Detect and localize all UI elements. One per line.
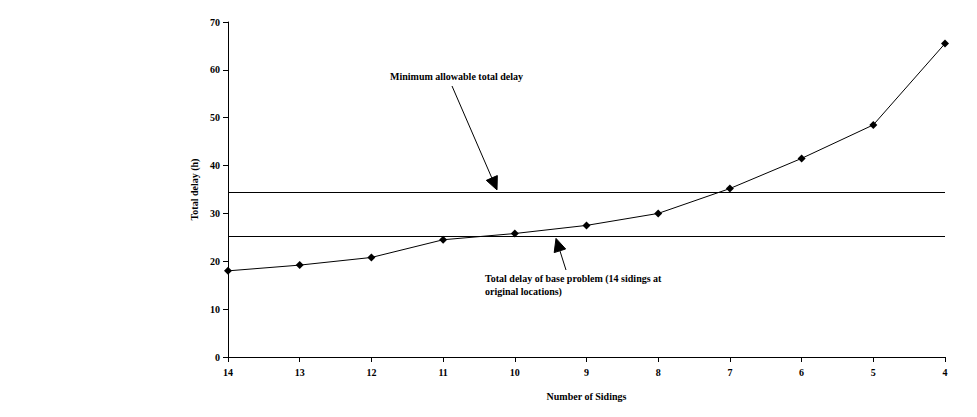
svg-text:14: 14 <box>223 367 233 378</box>
svg-text:Number of Sidings: Number of Sidings <box>547 391 627 402</box>
svg-text:7: 7 <box>727 367 732 378</box>
svg-text:Total delay (h): Total delay (h) <box>189 159 201 221</box>
svg-text:Minimum allowable total delay: Minimum allowable total delay <box>390 71 523 82</box>
svg-text:9: 9 <box>584 367 589 378</box>
svg-text:4: 4 <box>943 367 948 378</box>
svg-text:50: 50 <box>210 112 220 123</box>
svg-text:6: 6 <box>799 367 804 378</box>
svg-text:Total delay of base problem (1: Total delay of base problem (14 sidings … <box>485 273 664 285</box>
svg-text:13: 13 <box>295 367 305 378</box>
svg-text:40: 40 <box>210 160 220 171</box>
svg-text:10: 10 <box>210 304 220 315</box>
svg-text:5: 5 <box>871 367 876 378</box>
svg-text:original locations): original locations) <box>485 286 562 298</box>
svg-text:8: 8 <box>656 367 661 378</box>
svg-text:30: 30 <box>210 208 220 219</box>
svg-text:0: 0 <box>215 352 220 363</box>
svg-text:20: 20 <box>210 256 220 267</box>
svg-text:10: 10 <box>510 367 520 378</box>
svg-text:70: 70 <box>210 17 220 28</box>
svg-text:12: 12 <box>366 367 376 378</box>
svg-text:11: 11 <box>438 367 447 378</box>
svg-text:60: 60 <box>210 64 220 75</box>
